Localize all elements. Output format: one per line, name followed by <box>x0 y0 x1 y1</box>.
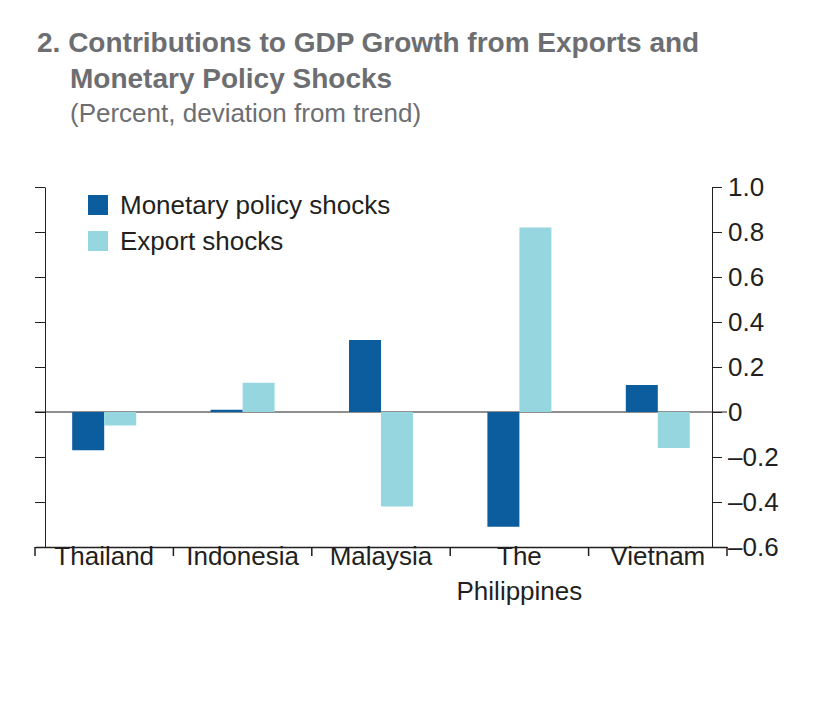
tick-label: Malaysia <box>330 541 433 571</box>
tick <box>35 502 45 503</box>
legend-label: Export shocks <box>120 226 283 256</box>
subtitle: (Percent, deviation from trend) <box>70 98 421 128</box>
bar <box>381 412 413 507</box>
tick <box>35 187 45 188</box>
tick-label: –0.6 <box>728 532 779 562</box>
tick <box>35 322 45 323</box>
tick-label: 0.6 <box>728 262 764 292</box>
category-separator <box>726 547 728 556</box>
tick: –0.2 <box>712 442 779 472</box>
tick: Indonesia <box>186 541 299 571</box>
tick-mark <box>35 502 45 503</box>
bar <box>211 410 243 412</box>
tick-label: 0 <box>728 397 742 427</box>
tick: Malaysia <box>330 541 433 571</box>
text-line: Thailand <box>54 541 154 571</box>
tick-mark <box>712 502 722 503</box>
tick-mark <box>35 232 45 233</box>
bar-series <box>72 340 658 527</box>
tick: 1.0 <box>712 172 764 202</box>
tick-label: Indonesia <box>186 541 299 571</box>
tick-label: –0.4 <box>728 487 779 517</box>
plot-area <box>72 228 690 527</box>
tick-mark <box>35 322 45 323</box>
tick-mark <box>712 457 722 458</box>
text-line: 2. Contributions to GDP Growth from Expo… <box>37 27 699 58</box>
bar <box>72 412 104 450</box>
tick: 0.2 <box>712 352 764 382</box>
category-separator <box>34 547 36 556</box>
chart: 2. Contributions to GDP Growth from Expo… <box>0 0 825 701</box>
text-line: The <box>497 541 542 571</box>
tick-label: 1.0 <box>728 172 764 202</box>
tick-mark <box>35 277 45 278</box>
tick-mark <box>35 187 45 188</box>
tick-label: The Philippines <box>457 541 583 606</box>
tick: Vietnam <box>610 541 705 571</box>
category-separator <box>173 547 175 556</box>
title: 2. Contributions to GDP Growth from Expo… <box>37 27 699 94</box>
tick-label: –0.2 <box>728 442 779 472</box>
bar <box>243 383 275 412</box>
tick-mark <box>712 187 722 188</box>
tick: The Philippines <box>457 541 583 606</box>
tick-label: Thailand <box>54 541 154 571</box>
tick: 0.4 <box>712 307 764 337</box>
legend-item: Monetary policy shocks <box>88 190 390 220</box>
x-axis: Thailand Indonesia Malaysia The Philippines V… <box>35 541 728 606</box>
text-line: Philippines <box>457 576 583 606</box>
tick-mark <box>712 277 722 278</box>
tick <box>35 232 45 233</box>
text-line: Indonesia <box>186 541 299 571</box>
tick-mark <box>35 457 45 458</box>
text-line: Malaysia <box>330 541 433 571</box>
tick: Thailand <box>54 541 154 571</box>
category-separator <box>449 547 451 556</box>
bar <box>658 412 690 448</box>
legend-item: Export shocks <box>88 226 283 256</box>
text-line: Vietnam <box>610 541 705 571</box>
legend: Monetary policy shocks Export shocks <box>88 190 390 256</box>
y-axis-right: –0.6 –0.4 –0.2 0 0.2 0.4 0.6 0.8 1.0 <box>712 172 779 562</box>
tick: –0.4 <box>712 487 779 517</box>
legend-swatch <box>88 195 108 215</box>
legend-label: Monetary policy shocks <box>120 190 390 220</box>
tick <box>35 457 45 458</box>
bar <box>487 412 519 527</box>
legend-swatch <box>88 231 108 251</box>
bar-series <box>104 228 690 507</box>
y-axis-left <box>35 188 46 548</box>
tick-label: 0.4 <box>728 307 764 337</box>
bar <box>626 385 658 412</box>
axis-line <box>45 188 46 548</box>
tick-mark <box>35 367 45 368</box>
category-separator <box>588 547 590 556</box>
tick <box>35 367 45 368</box>
text-line: Monetary Policy Shocks <box>70 63 392 94</box>
tick-label: 0.8 <box>728 217 764 247</box>
tick-mark <box>712 367 722 368</box>
tick: 0.8 <box>712 217 764 247</box>
category-separator <box>311 547 313 556</box>
tick: 0.6 <box>712 262 764 292</box>
tick-label: Vietnam <box>610 541 705 571</box>
bar <box>349 340 381 412</box>
tick-mark <box>712 232 722 233</box>
tick <box>35 277 45 278</box>
tick-mark <box>712 322 722 323</box>
bar <box>519 228 551 413</box>
tick-label: 0.2 <box>728 352 764 382</box>
bar <box>104 412 136 426</box>
